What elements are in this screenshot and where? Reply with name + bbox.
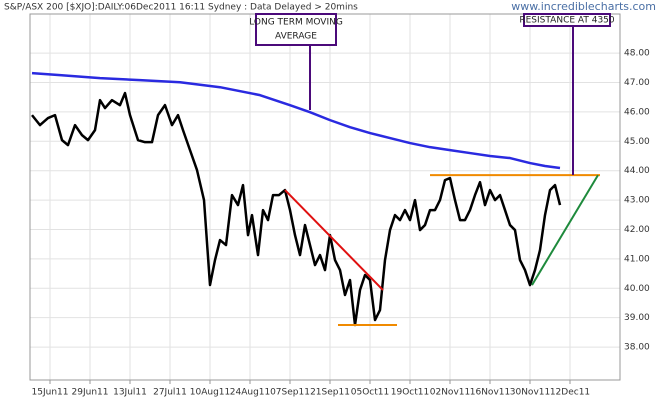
x-tick-label: 27Jul11 [153,388,187,398]
trendline [284,189,384,291]
y-tick-label: 42.00 [624,225,650,235]
x-tick-label: 02Nov11 [430,388,470,398]
series-line [31,91,562,327]
x-tick-label: 29Jun11 [72,388,109,398]
y-tick-label: 44.00 [624,166,650,176]
x-tick-label: 19Oct11 [391,388,429,398]
y-tick-label: 38.00 [624,343,650,353]
x-tick-label: 13Jul11 [113,388,147,398]
y-tick-label: 48.00 [624,49,650,59]
callout-text: LONG TERM MOVING [249,18,343,28]
x-tick-label: 05Oct11 [351,388,389,398]
y-tick-label: 46.00 [624,107,650,117]
callout-text: RESISTANCE AT 4350 [519,16,615,26]
series-line [31,71,561,170]
chart-title: S&P/ASX 200 [$XJO]:DAILY:06Dec2011 16:11… [4,3,358,13]
y-tick-label: 39.00 [624,313,650,323]
y-tick-label: 40.00 [624,284,650,294]
x-tick-label: 15Jun11 [32,388,69,398]
x-tick-label: 30Nov11 [510,388,550,398]
callout-box [523,13,611,27]
watermark: www.incrediblecharts.com [511,0,656,13]
x-tick-label: 24Aug11 [230,388,270,398]
x-tick-label: 16Nov11 [470,388,510,398]
y-tick-label: 47.00 [624,78,650,88]
callout-text: AVERAGE [275,32,317,42]
x-tick-label: 07Sep11 [270,388,310,398]
y-tick-label: 43.00 [624,196,650,206]
y-tick-label: 41.00 [624,254,650,264]
x-tick-label: 12Dec11 [550,388,590,398]
trendline [531,174,599,286]
y-tick-label: 45.00 [624,137,650,147]
x-tick-label: 21Sep11 [310,388,350,398]
x-tick-label: 10Aug11 [190,388,230,398]
callout-box [255,13,337,46]
